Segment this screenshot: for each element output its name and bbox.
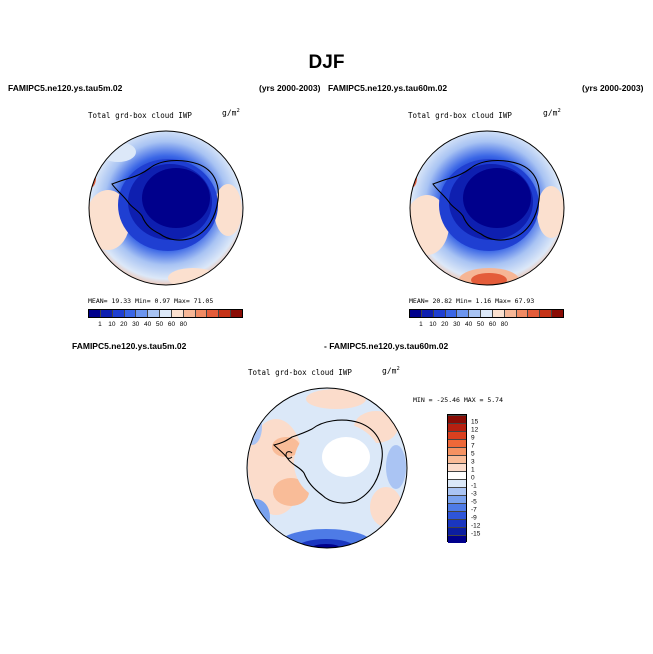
colorbar-swatch <box>468 310 481 317</box>
colorbar-tick-label: -5 <box>471 498 477 506</box>
colorbar-swatch <box>448 495 466 503</box>
colorbar-swatch <box>448 415 466 423</box>
colorbar-swatch <box>491 310 504 317</box>
panel3-colorbar <box>447 414 467 543</box>
panel1-case-name: FAMIPC5.ne120.ys.tau5m.02 <box>8 83 123 93</box>
colorbar-swatch <box>448 447 466 455</box>
colorbar-swatch <box>444 310 457 317</box>
colorbar-tick-label: 50 <box>155 321 164 328</box>
panel1-colorbar <box>88 309 243 318</box>
colorbar-swatch <box>448 511 466 519</box>
colorbar-tick-label: -15 <box>471 530 481 538</box>
colorbar-swatch <box>230 310 242 317</box>
panel1-stats: MEAN= 19.33 Min= 0.97 Max= 71.05 <box>88 297 214 305</box>
colorbar-tick-label: 3 <box>471 458 475 466</box>
season-title: DJF <box>308 52 345 73</box>
colorbar-tick-label: 1 <box>98 321 102 328</box>
colorbar-tick-label: 9 <box>471 434 475 442</box>
panel2-years: (yrs 2000-2003) <box>582 83 644 93</box>
colorbar-swatch <box>420 310 433 317</box>
colorbar-tick-label: 50 <box>476 321 485 328</box>
panel3-case-right: - FAMIPC5.ne120.ys.tau60m.02 <box>324 341 449 351</box>
colorbar-swatch <box>123 310 136 317</box>
colorbar-swatch <box>89 310 100 317</box>
colorbar-tick-label: 20 <box>441 321 449 328</box>
panel1-years: (yrs 2000-2003) <box>259 83 321 93</box>
colorbar-tick-label: -9 <box>471 514 477 522</box>
colorbar-tick-label: 7 <box>471 442 475 450</box>
colorbar-swatch <box>515 310 528 317</box>
colorbar-tick-label: 80 <box>500 321 508 328</box>
colorbar-swatch <box>432 310 445 317</box>
panel2-case-name: FAMIPC5.ne120.ys.tau60m.02 <box>328 83 448 93</box>
colorbar-swatch <box>448 519 466 527</box>
colorbar-tick-label: 20 <box>120 321 128 328</box>
colorbar-tick-label: -3 <box>471 490 477 498</box>
colorbar-swatch <box>480 310 492 317</box>
colorbar-swatch <box>147 310 160 317</box>
colorbar-swatch <box>448 455 466 463</box>
panel3-colorbar-labels: 15 12 9 7 5 3 1 0 -1 -3 -5 -7 -9 -12 -15 <box>471 414 495 542</box>
panel2-title: Total grd-box cloud IWP <box>408 111 512 120</box>
panel2-colorbar-labels: 1 10 20 30 40 50 60 80 <box>409 321 564 331</box>
colorbar-swatch <box>410 310 421 317</box>
colorbar-swatch <box>111 310 124 317</box>
colorbar-tick-label: 60 <box>167 321 176 328</box>
colorbar-swatch <box>182 310 195 317</box>
colorbar-swatch <box>194 310 207 317</box>
panel3-units: g/m2 <box>382 366 400 376</box>
colorbar-swatch <box>456 310 469 317</box>
colorbar-tick-label: 10 <box>429 321 437 328</box>
panel3-stats: MIN = -25.46 MAX = 5.74 <box>413 396 504 404</box>
colorbar-swatch <box>448 527 466 535</box>
colorbar-swatch <box>527 310 540 317</box>
panel1-colorbar-labels: 1 10 20 30 40 50 60 80 <box>88 321 243 331</box>
colorbar-tick-label: 40 <box>143 321 152 328</box>
colorbar-tick-label: 80 <box>179 321 187 328</box>
panel2-stats: MEAN= 20.82 Min= 1.16 Max= 67.93 <box>409 297 535 305</box>
colorbar-tick-label: 12 <box>471 426 479 434</box>
panel3-title: Total grd-box cloud IWP <box>248 368 352 377</box>
colorbar-swatch <box>218 310 231 317</box>
colorbar-tick-label: 15 <box>471 418 479 426</box>
colorbar-swatch <box>539 310 552 317</box>
colorbar-swatch <box>503 310 516 317</box>
colorbar-tick-label: 40 <box>464 321 473 328</box>
colorbar-tick-label: 60 <box>488 321 497 328</box>
colorbar-swatch <box>448 423 466 431</box>
colorbar-tick-label: 1 <box>471 466 475 474</box>
panel1-units: g/m2 <box>222 108 240 118</box>
colorbar-swatch <box>159 310 171 317</box>
colorbar-swatch <box>170 310 183 317</box>
panel2-map <box>409 130 565 286</box>
colorbar-tick-label: 1 <box>419 321 423 328</box>
panel1-map <box>88 130 244 286</box>
colorbar-swatch <box>448 431 466 439</box>
colorbar-swatch <box>206 310 219 317</box>
colorbar-tick-label: 0 <box>471 474 475 482</box>
colorbar-tick-label: 5 <box>471 450 475 458</box>
colorbar-swatch <box>135 310 148 317</box>
colorbar-swatch <box>448 471 466 479</box>
panel2-colorbar <box>409 309 564 318</box>
colorbar-tick-label: -7 <box>471 506 477 514</box>
colorbar-swatch <box>448 439 466 447</box>
panel1-title: Total grd-box cloud IWP <box>88 111 192 120</box>
panel2-units: g/m2 <box>543 108 561 118</box>
colorbar-swatch <box>551 310 563 317</box>
panel3-map <box>246 387 408 549</box>
colorbar-tick-label: -1 <box>471 482 477 490</box>
colorbar-swatch <box>448 503 466 511</box>
colorbar-tick-label: 30 <box>453 321 461 328</box>
colorbar-swatch <box>448 535 466 543</box>
colorbar-tick-label: 10 <box>108 321 116 328</box>
colorbar-tick-label: -12 <box>471 522 481 530</box>
colorbar-swatch <box>448 463 466 471</box>
panel3-case-left: FAMIPC5.ne120.ys.tau5m.02 <box>72 341 187 351</box>
colorbar-swatch <box>448 479 466 487</box>
colorbar-swatch <box>99 310 112 317</box>
colorbar-tick-label: 30 <box>132 321 140 328</box>
colorbar-swatch <box>448 487 466 495</box>
